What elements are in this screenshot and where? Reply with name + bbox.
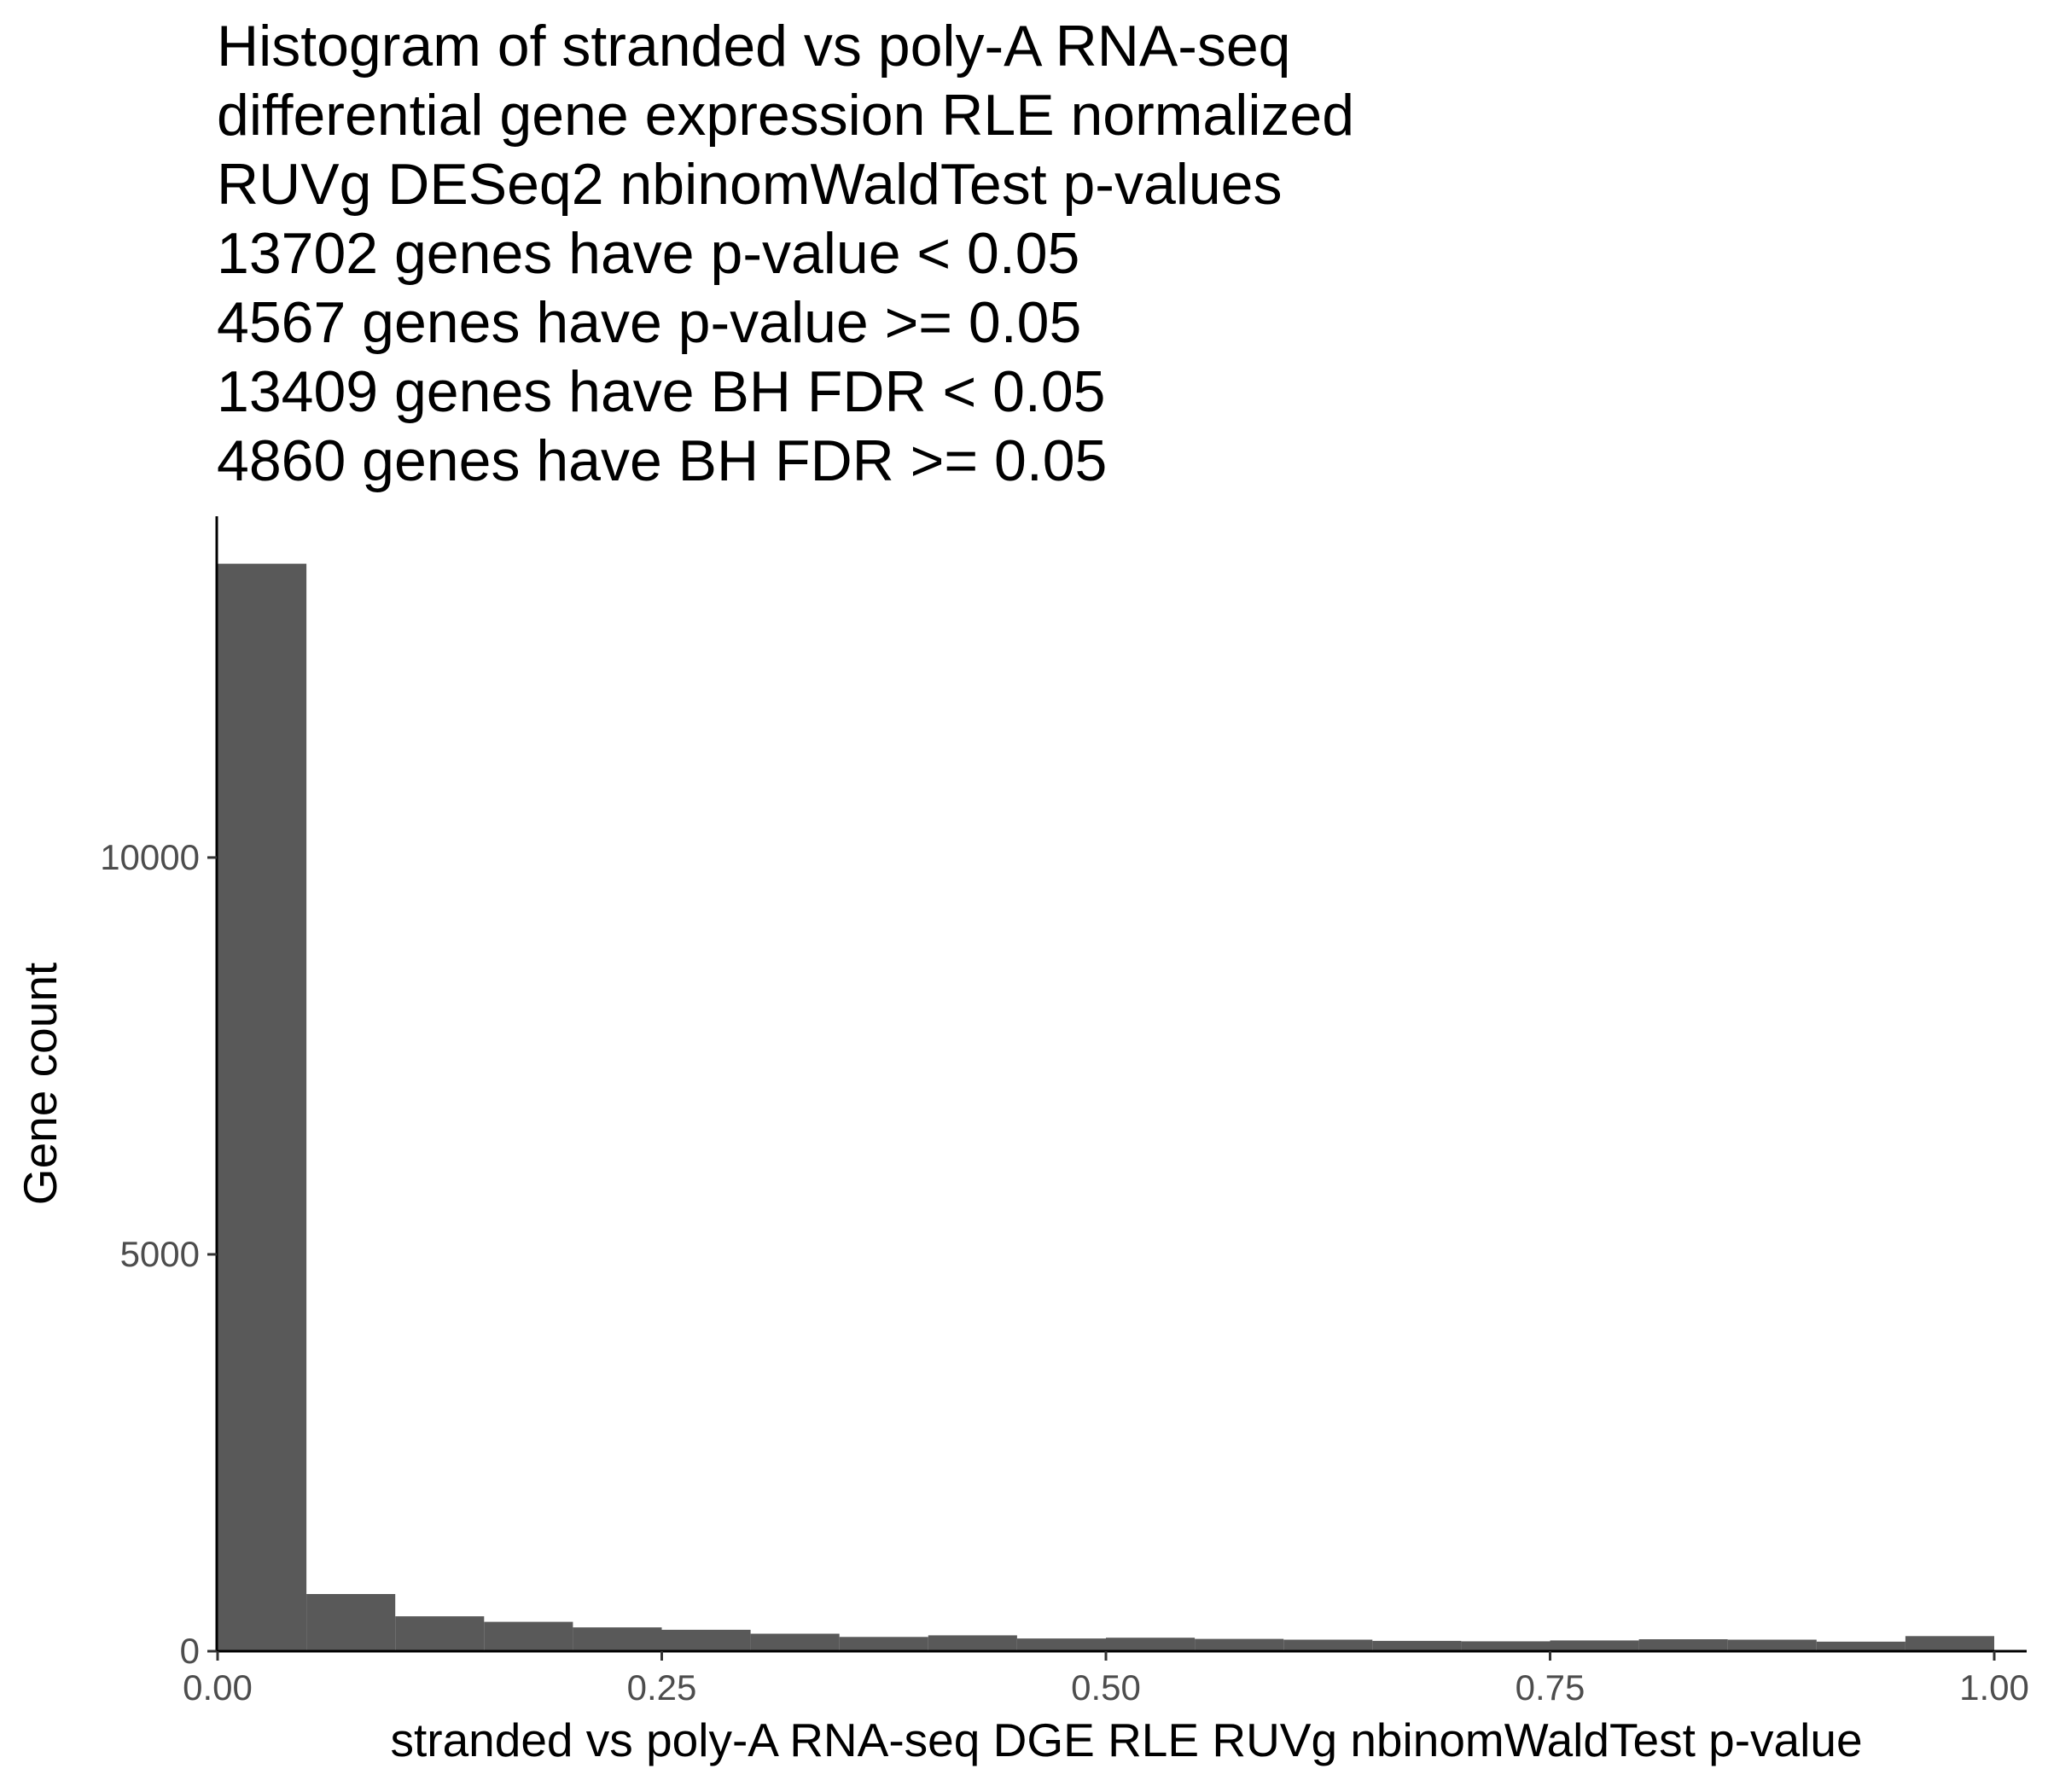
- x-tick-label: 0.25: [627, 1667, 697, 1708]
- chart-title-line: 4860 genes have BH FDR >= 0.05: [217, 428, 1108, 493]
- y-axis-title: Gene count: [14, 963, 67, 1205]
- histogram-bar: [1638, 1639, 1728, 1651]
- histogram-bar: [1550, 1640, 1639, 1651]
- histogram-bar: [661, 1629, 751, 1651]
- histogram-bar: [1106, 1638, 1196, 1651]
- histogram-bar: [484, 1621, 573, 1651]
- histogram-bar: [928, 1635, 1017, 1651]
- x-ticks-layer: 0.00 0.25 0.50 0.75 1.00: [183, 1651, 2029, 1708]
- chart-title-line: 13409 genes have BH FDR < 0.05: [217, 359, 1106, 424]
- y-ticks-layer: 0 5000 10000: [100, 837, 217, 1671]
- histogram-bar: [218, 563, 307, 1651]
- x-tick-label: 1.00: [1959, 1667, 2029, 1708]
- chart-title-line: RUVg DESeq2 nbinomWaldTest p-values: [217, 152, 1283, 217]
- histogram-bar: [306, 1594, 396, 1651]
- x-axis-title: stranded vs poly-A RNA-seq DGE RLE RUVg …: [390, 1713, 1862, 1766]
- histogram-bar: [839, 1637, 928, 1651]
- histogram-bar: [750, 1633, 840, 1651]
- histogram-bar: [1016, 1638, 1106, 1651]
- histogram-bar: [1461, 1641, 1551, 1651]
- x-tick-label: 0.50: [1071, 1667, 1141, 1708]
- chart-title-line: 13702 genes have p-value < 0.05: [217, 221, 1080, 286]
- histogram-bar: [1283, 1639, 1373, 1651]
- chart-title-line: Histogram of stranded vs poly-A RNA-seq: [217, 14, 1291, 79]
- chart-title-line: 4567 genes have p-value >= 0.05: [217, 290, 1082, 355]
- bars-layer: [218, 563, 1994, 1651]
- x-tick-label: 0.75: [1516, 1667, 1585, 1708]
- histogram-bar: [395, 1616, 485, 1651]
- histogram-bar: [1905, 1636, 1994, 1651]
- histogram-bar: [1727, 1639, 1817, 1651]
- chart-title-line: differential gene expression RLE normali…: [217, 83, 1355, 148]
- y-tick-label: 5000: [120, 1234, 200, 1274]
- y-tick-label: 0: [180, 1631, 200, 1671]
- y-tick-label: 10000: [100, 837, 200, 877]
- histogram-bar: [1816, 1641, 1905, 1651]
- chart-title: Histogram of stranded vs poly-A RNA-seq …: [217, 12, 1354, 496]
- x-tick-label: 0.00: [183, 1667, 253, 1708]
- histogram-bar: [573, 1627, 662, 1651]
- histogram-bar: [1195, 1638, 1284, 1651]
- histogram-bar: [1372, 1640, 1462, 1651]
